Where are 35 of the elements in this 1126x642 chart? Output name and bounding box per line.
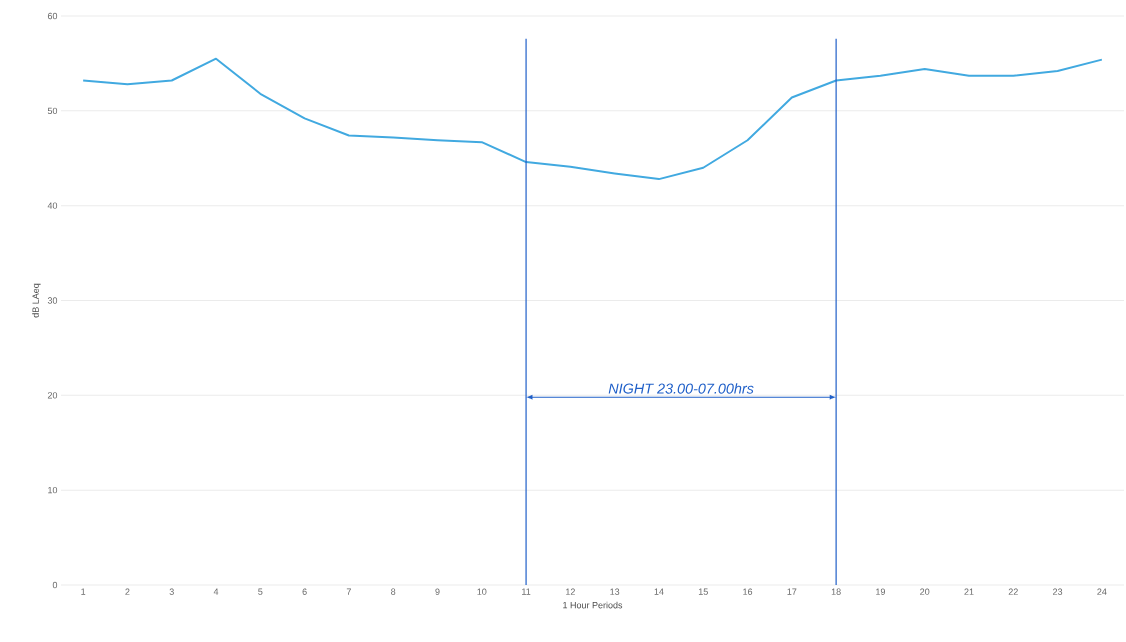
x-tick-label: 1 bbox=[81, 588, 86, 595]
x-tick-label: 20 bbox=[920, 588, 930, 595]
x-tick-label: 19 bbox=[876, 588, 885, 595]
y-tick-label: 20 bbox=[47, 392, 58, 399]
y-tick-label: 60 bbox=[47, 12, 58, 20]
x-tick-label: 5 bbox=[258, 588, 263, 595]
x-tick-label: 2 bbox=[125, 588, 130, 595]
x-tick-label: 24 bbox=[1097, 588, 1107, 595]
x-tick-label: 21 bbox=[964, 588, 974, 595]
x-tick-label: 4 bbox=[213, 588, 219, 595]
x-tick-label: 17 bbox=[787, 588, 797, 595]
x-tick-label: 10 bbox=[477, 588, 487, 595]
line-series bbox=[82, 57, 1103, 181]
y-tick-label: 50 bbox=[47, 107, 58, 115]
y-axis-title: dB LAeq bbox=[32, 283, 41, 318]
x-tick-label: 8 bbox=[391, 588, 396, 595]
x-tick-label: 16 bbox=[743, 588, 753, 595]
x-tick-label: 7 bbox=[346, 588, 351, 595]
x-tick-label: 15 bbox=[698, 588, 708, 595]
x-tick-label: 12 bbox=[566, 588, 575, 595]
x-tick-label: 3 bbox=[169, 588, 174, 595]
x-tick-label: 6 bbox=[302, 588, 307, 595]
y-tick-label: 40 bbox=[47, 202, 58, 209]
x-axis-title: 1 Hour Periods bbox=[563, 601, 623, 609]
x-tick-label: 14 bbox=[654, 588, 664, 595]
y-tick-label: 0 bbox=[52, 581, 58, 589]
x-tick-label: 13 bbox=[610, 588, 620, 595]
annotation: NIGHT 23.00-07.00hrs bbox=[608, 383, 754, 394]
x-tick-label: 22 bbox=[1008, 588, 1018, 595]
x-tick-label: 18 bbox=[831, 588, 841, 595]
y-tick-label: 30 bbox=[47, 297, 58, 304]
x-tick-label: 23 bbox=[1053, 588, 1063, 595]
y-tick-label: 10 bbox=[48, 486, 58, 494]
x-tick-label: 9 bbox=[435, 588, 440, 595]
x-tick-label: 11 bbox=[522, 588, 531, 595]
